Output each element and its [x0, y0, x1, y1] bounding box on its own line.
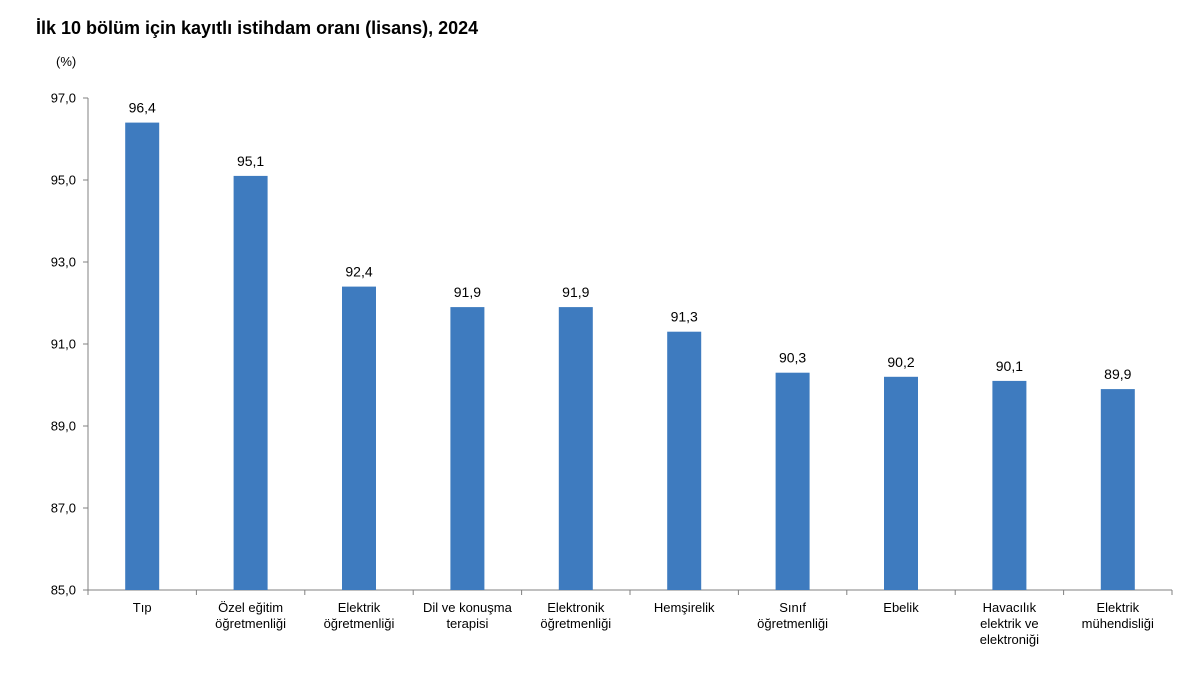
chart-title: İlk 10 bölüm için kayıtlı istihdam oranı… [36, 18, 479, 38]
axes: 85,0 87,0 89,0 91,0 93,0 95,0 97,0 [51, 91, 1173, 598]
bar [992, 380, 1027, 590]
bar [667, 331, 702, 590]
bar [342, 286, 376, 590]
y-tick-label: 89,0 [51, 419, 76, 434]
bar [884, 376, 918, 590]
bar [450, 307, 485, 590]
data-label: 90,1 [996, 358, 1023, 374]
y-tick-label: 97,0 [51, 91, 76, 106]
data-label: 90,2 [887, 354, 914, 370]
data-labels: 96,4 95,1 92,4 91,9 91,9 91,3 90,3 90,2 90,1 89,9 [129, 100, 1132, 383]
y-tick-label: 93,0 [51, 255, 76, 270]
y-tick-label: 91,0 [51, 337, 76, 352]
category-label: Tıp [133, 600, 152, 615]
category-label: Sınıf öğretmenliği [757, 600, 828, 631]
data-label: 91,9 [562, 284, 589, 300]
data-label: 96,4 [129, 100, 156, 116]
category-label: Elektrik öğretmenliği [324, 600, 395, 631]
bars [125, 122, 1135, 590]
bar [558, 307, 593, 590]
category-label: Elektrik mühendisliği [1082, 600, 1154, 631]
category-labels: Tıp Özel eğitim öğretmenliği Elektrik öğretm… [133, 600, 1154, 647]
bar [233, 175, 268, 590]
y-tick-label: 87,0 [51, 501, 76, 516]
data-label: 91,9 [454, 284, 481, 300]
bar [775, 372, 810, 590]
y-axis-unit-label: (%) [56, 54, 77, 69]
category-label: Hemşirelik [654, 600, 715, 615]
category-label: Dil ve konuşma terapisi [423, 600, 513, 631]
data-label: 91,3 [671, 309, 698, 325]
data-label: 89,9 [1104, 366, 1131, 382]
bar [125, 122, 160, 590]
category-label: Havacılık elektrik ve elektroniği [980, 600, 1039, 647]
data-label: 92,4 [345, 264, 372, 280]
category-label: Özel eğitim öğretmenliği [215, 600, 286, 631]
data-label: 95,1 [237, 153, 264, 169]
y-tick-label: 95,0 [51, 173, 76, 188]
bar [1100, 389, 1135, 590]
data-label: 90,3 [779, 350, 806, 366]
category-label: Elektronik öğretmenliği [540, 600, 611, 631]
category-label: Ebelik [883, 600, 919, 615]
y-tick-label: 85,0 [51, 583, 76, 598]
